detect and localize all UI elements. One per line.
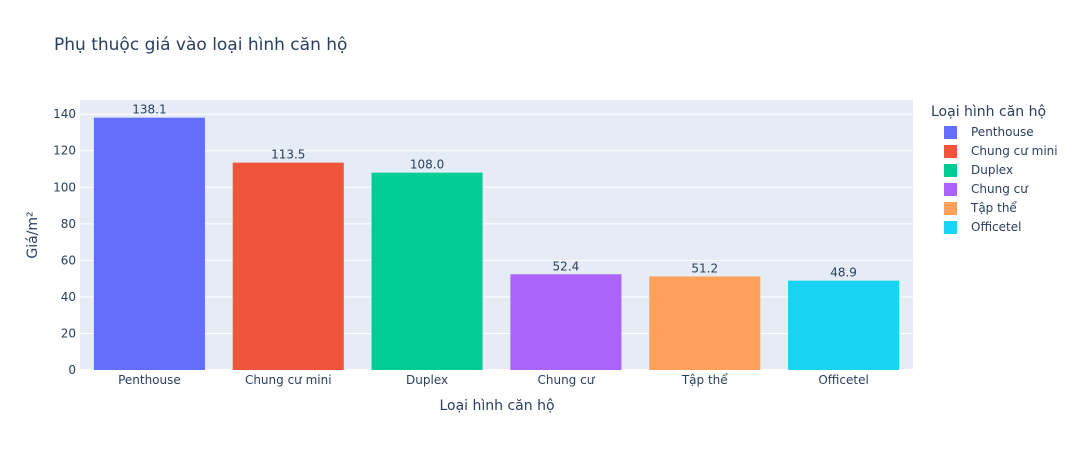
x-tick-label: Officetel bbox=[818, 373, 868, 387]
bar bbox=[649, 276, 761, 370]
y-axis-ticks: 0 20 40 60 80 100 120 140 bbox=[53, 107, 76, 377]
legend-item-label: Penthouse bbox=[971, 125, 1034, 139]
x-axis-ticks: Penthouse Chung cư mini Duplex Chung cư Tập … bbox=[118, 373, 869, 387]
legend-item-label: Duplex bbox=[971, 163, 1013, 177]
bar-value-label: 51.2 bbox=[691, 261, 718, 275]
x-tick-label: Duplex bbox=[406, 373, 448, 387]
bar-value-label: 113.5 bbox=[271, 148, 305, 162]
bar-value-label: 52.4 bbox=[553, 259, 580, 273]
bar-value-label: 108.0 bbox=[410, 158, 444, 172]
x-tick-label: Tập thể bbox=[681, 373, 728, 387]
bar bbox=[371, 172, 483, 370]
bar bbox=[232, 162, 344, 370]
x-tick-label: Chung cư bbox=[537, 373, 595, 387]
legend-swatch bbox=[944, 183, 957, 196]
chart-title: Phụ thuộc giá vào loại hình căn hộ bbox=[54, 35, 347, 55]
bar bbox=[788, 280, 900, 370]
bars bbox=[93, 117, 900, 370]
bar bbox=[93, 117, 205, 370]
legend-item-label: Tập thể bbox=[970, 201, 1017, 215]
y-tick-label: 100 bbox=[53, 180, 76, 194]
y-tick-label: 60 bbox=[61, 253, 76, 267]
y-tick-label: 120 bbox=[53, 144, 76, 158]
y-tick-label: 140 bbox=[53, 107, 76, 121]
legend-swatch bbox=[944, 126, 957, 139]
legend-swatch bbox=[944, 221, 957, 234]
x-tick-label: Chung cư mini bbox=[245, 373, 332, 387]
x-axis-title: Loại hình căn hộ bbox=[439, 398, 554, 414]
bar bbox=[510, 274, 622, 370]
legend-title: Loại hình căn hộ bbox=[931, 104, 1046, 120]
y-axis-title: Giá/m² bbox=[25, 211, 41, 258]
x-tick-label: Penthouse bbox=[118, 373, 181, 387]
gridlines bbox=[80, 113, 913, 371]
y-tick-label: 20 bbox=[61, 326, 76, 340]
legend-swatch bbox=[944, 145, 957, 158]
legend-item-label: Chung cư mini bbox=[971, 144, 1058, 158]
plot-area bbox=[80, 100, 913, 370]
y-tick-label: 80 bbox=[61, 217, 76, 231]
bar-value-label: 138.1 bbox=[132, 103, 166, 117]
legend-item-label: Chung cư bbox=[971, 182, 1029, 196]
y-tick-label: 0 bbox=[68, 363, 76, 377]
bar-value-label: 48.9 bbox=[830, 266, 857, 280]
legend-item-label: Officetel bbox=[971, 220, 1021, 234]
legend-swatch bbox=[944, 164, 957, 177]
legend-swatch bbox=[944, 202, 957, 215]
legend: Loại hình căn hộ Penthouse Chung cư mini D… bbox=[931, 104, 1058, 234]
y-tick-label: 40 bbox=[61, 290, 76, 304]
bar-value-labels: 138.1 113.5 108.0 52.4 51.2 48.9 bbox=[132, 103, 857, 280]
